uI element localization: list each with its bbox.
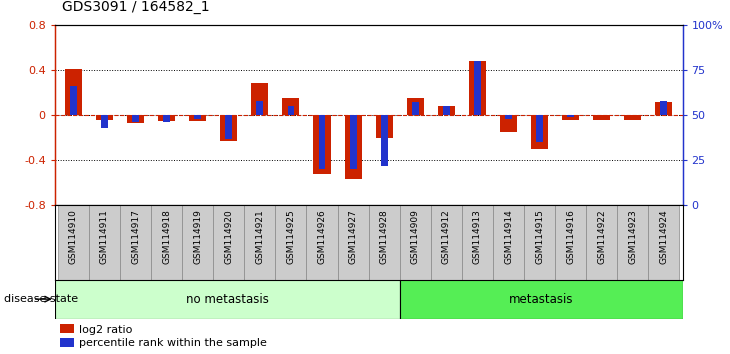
Bar	[251, 84, 269, 115]
Text: GSM114914: GSM114914	[504, 209, 513, 264]
Bar	[182, 205, 213, 280]
Bar	[462, 205, 493, 280]
Text: GSM114921: GSM114921	[255, 209, 264, 264]
Bar	[400, 205, 431, 280]
Bar	[275, 205, 307, 280]
Bar	[194, 115, 201, 119]
Bar	[369, 205, 400, 280]
Text: GDS3091 / 164582_1: GDS3091 / 164582_1	[62, 0, 210, 14]
Text: no metastasis: no metastasis	[186, 293, 269, 306]
Bar	[586, 205, 618, 280]
Text: GSM114920: GSM114920	[224, 209, 234, 264]
Bar	[220, 115, 237, 141]
Text: metastasis: metastasis	[509, 293, 574, 306]
Bar	[500, 115, 517, 132]
Bar	[350, 115, 356, 169]
Text: GSM114911: GSM114911	[100, 209, 109, 264]
Legend: log2 ratio, percentile rank within the sample: log2 ratio, percentile rank within the s…	[61, 324, 267, 348]
Bar	[55, 280, 400, 319]
Bar	[661, 101, 667, 115]
Bar	[412, 102, 419, 115]
Bar	[555, 205, 586, 280]
Bar	[381, 115, 388, 166]
Bar	[536, 115, 543, 142]
Bar	[505, 115, 512, 119]
Bar	[493, 205, 524, 280]
Bar	[624, 115, 642, 120]
Bar	[283, 98, 299, 115]
Bar	[226, 115, 232, 138]
Bar	[407, 98, 424, 115]
Bar	[132, 115, 139, 122]
Bar	[618, 205, 648, 280]
Bar	[474, 61, 481, 115]
Bar	[400, 280, 683, 319]
Text: GSM114928: GSM114928	[380, 209, 388, 264]
Text: GSM114915: GSM114915	[535, 209, 544, 264]
Bar	[376, 115, 393, 138]
Text: GSM114916: GSM114916	[566, 209, 575, 264]
Text: GSM114918: GSM114918	[162, 209, 171, 264]
Bar	[164, 115, 170, 122]
Bar	[127, 115, 144, 123]
Bar	[89, 205, 120, 280]
Bar	[96, 115, 113, 120]
Text: GSM114926: GSM114926	[318, 209, 326, 264]
Bar	[469, 61, 486, 115]
Text: GSM114927: GSM114927	[349, 209, 358, 264]
Bar	[337, 205, 369, 280]
Bar	[443, 106, 450, 115]
Bar	[58, 205, 89, 280]
Bar	[213, 205, 245, 280]
Text: GSM114924: GSM114924	[659, 209, 669, 264]
Bar	[245, 205, 275, 280]
Bar	[431, 205, 462, 280]
Text: GSM114912: GSM114912	[442, 209, 451, 264]
Bar	[307, 205, 337, 280]
Bar	[158, 115, 175, 121]
Bar	[593, 115, 610, 120]
Text: GSM114909: GSM114909	[411, 209, 420, 264]
Bar	[345, 115, 361, 179]
Bar	[151, 205, 182, 280]
Bar	[120, 205, 151, 280]
Text: GSM114910: GSM114910	[69, 209, 78, 264]
Bar	[567, 115, 574, 117]
Bar	[288, 106, 294, 115]
Bar	[101, 115, 108, 128]
Text: GSM114925: GSM114925	[286, 209, 296, 264]
Text: GSM114919: GSM114919	[193, 209, 202, 264]
Bar	[524, 205, 555, 280]
Bar	[318, 115, 326, 169]
Bar	[531, 115, 548, 149]
Bar	[70, 86, 77, 115]
Bar	[438, 106, 455, 115]
Text: GSM114913: GSM114913	[473, 209, 482, 264]
Bar	[313, 115, 331, 174]
Bar	[648, 205, 680, 280]
Bar	[656, 102, 672, 115]
Bar	[256, 101, 264, 115]
Text: disease state: disease state	[4, 294, 78, 304]
Text: GSM114922: GSM114922	[597, 209, 606, 264]
Bar	[65, 69, 82, 115]
Text: GSM114923: GSM114923	[629, 209, 637, 264]
Bar	[189, 115, 207, 121]
Text: GSM114917: GSM114917	[131, 209, 140, 264]
Bar	[562, 115, 579, 120]
